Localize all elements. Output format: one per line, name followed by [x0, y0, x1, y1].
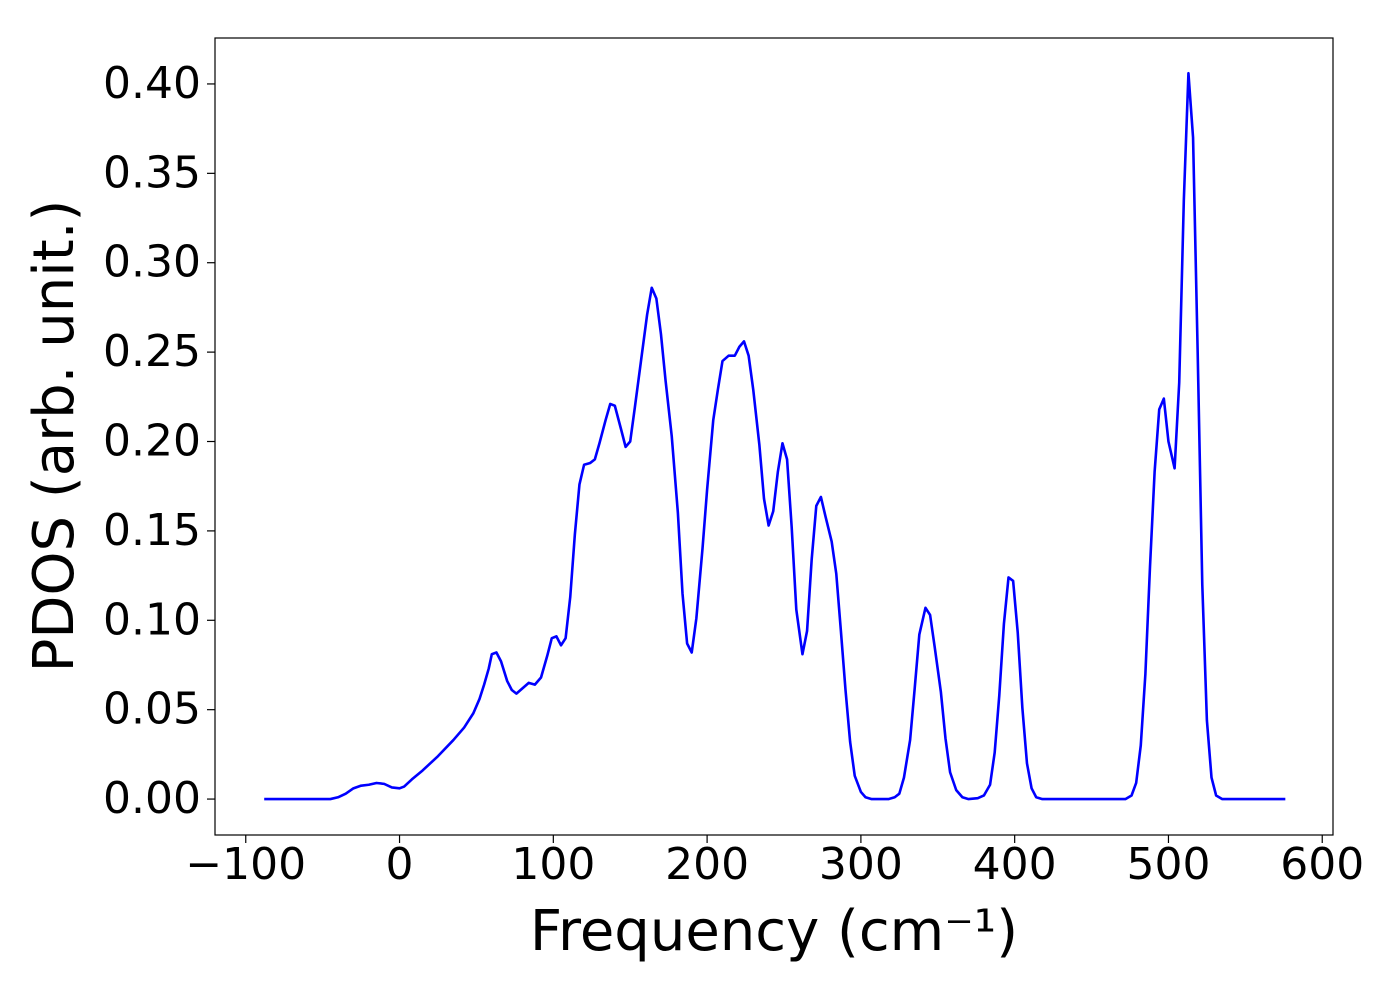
y-tick-label: 0.25: [103, 326, 201, 377]
y-tick-label: 0.15: [103, 505, 201, 556]
y-tick-label: 0.35: [103, 147, 201, 198]
x-tick-label: −100: [185, 839, 306, 890]
plot-frame: [214, 37, 1334, 836]
x-tick-label: 600: [1280, 839, 1364, 890]
line-series: [264, 71, 1286, 801]
y-tick-label: 0.00: [103, 773, 201, 824]
x-axis-label: Frequency (cm⁻¹): [530, 899, 1018, 964]
y-tick-label: 0.40: [103, 58, 201, 109]
x-tick-label: 400: [973, 839, 1057, 890]
x-tick-label: 0: [386, 839, 414, 890]
y-tick-label: 0.05: [103, 684, 201, 735]
y-axis-label: PDOS (arb. unit.): [22, 200, 87, 673]
x-tick-label: 500: [1126, 839, 1210, 890]
x-tick-label: 200: [665, 839, 749, 890]
y-tick-label: 0.20: [103, 416, 201, 467]
x-tick-label: 100: [511, 839, 595, 890]
y-tick-label: 0.30: [103, 237, 201, 288]
x-tick-label: 300: [819, 839, 903, 890]
y-tick-label: 0.10: [103, 594, 201, 645]
